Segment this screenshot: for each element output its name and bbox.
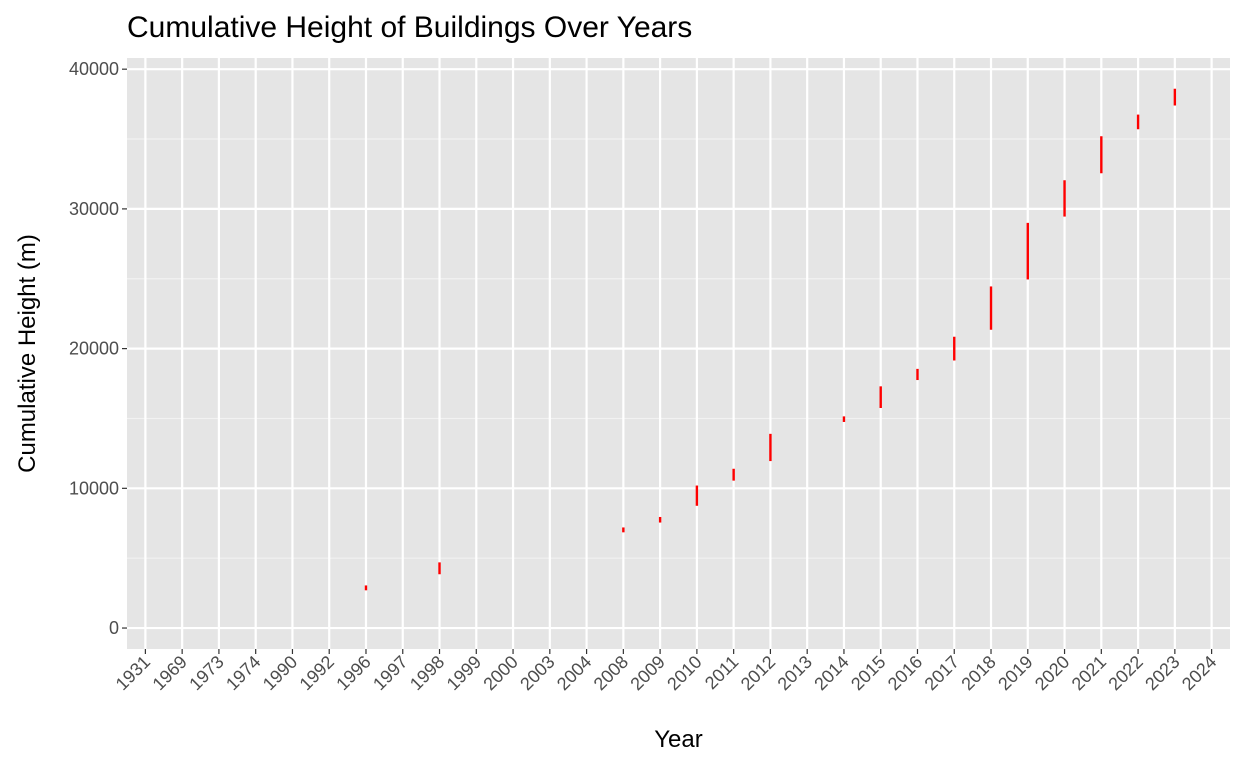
x-tick-label: 2023 [1141,652,1183,694]
x-tick-label: 1997 [369,652,411,694]
y-axis: 0 10000 20000 30000 40000 [69,59,127,638]
x-tick-label: 1990 [259,652,301,694]
chart-title: Cumulative Height of Buildings Over Year… [127,11,693,44]
x-tick-label: 2008 [590,652,632,694]
x-tick-label: 2019 [994,652,1036,694]
x-tick-label: 2014 [810,652,852,694]
y-tick-label: 40000 [69,59,119,79]
grid-major [127,58,1230,649]
x-tick-label: 2004 [553,652,595,694]
x-tick-label: 2022 [1104,652,1146,694]
y-tick-label: 20000 [69,339,119,359]
x-tick-label: 1973 [185,652,227,694]
x-tick-label: 2021 [1068,652,1110,694]
y-tick-label: 30000 [69,199,119,219]
x-tick-label: 1974 [222,652,264,694]
y-tick-label: 10000 [69,478,119,498]
x-tick-label: 2011 [701,652,743,694]
y-tick-label: 0 [109,618,119,638]
x-axis-title: Year [654,726,703,753]
grid-minor [127,138,1230,559]
x-tick-label: 1998 [406,652,448,694]
x-tick-label: 1996 [332,652,374,694]
x-tick-label: 2024 [1178,652,1220,694]
plot-panel [127,58,1230,649]
x-tick-label: 2012 [737,652,779,694]
x-tick-label: 2013 [774,652,816,694]
x-tick-label: 1992 [296,652,338,694]
x-tick-label: 2010 [663,652,705,694]
x-tick-label: 1969 [149,652,191,694]
x-tick-label: 1999 [443,652,485,694]
x-tick-label: 2009 [626,652,668,694]
x-tick-label: 2018 [957,652,999,694]
x-axis: 1931196919731974199019921996199719981999… [112,649,1220,694]
x-tick-label: 2003 [516,652,558,694]
x-tick-label: 2017 [921,652,963,694]
data-segments [364,88,1177,591]
x-tick-label: 2000 [479,652,521,694]
x-tick-label: 1931 [112,652,154,694]
x-tick-label: 2016 [884,652,926,694]
x-tick-label: 2020 [1031,652,1073,694]
y-axis-title: Cumulative Height (m) [14,234,41,473]
x-tick-label: 2015 [847,652,889,694]
